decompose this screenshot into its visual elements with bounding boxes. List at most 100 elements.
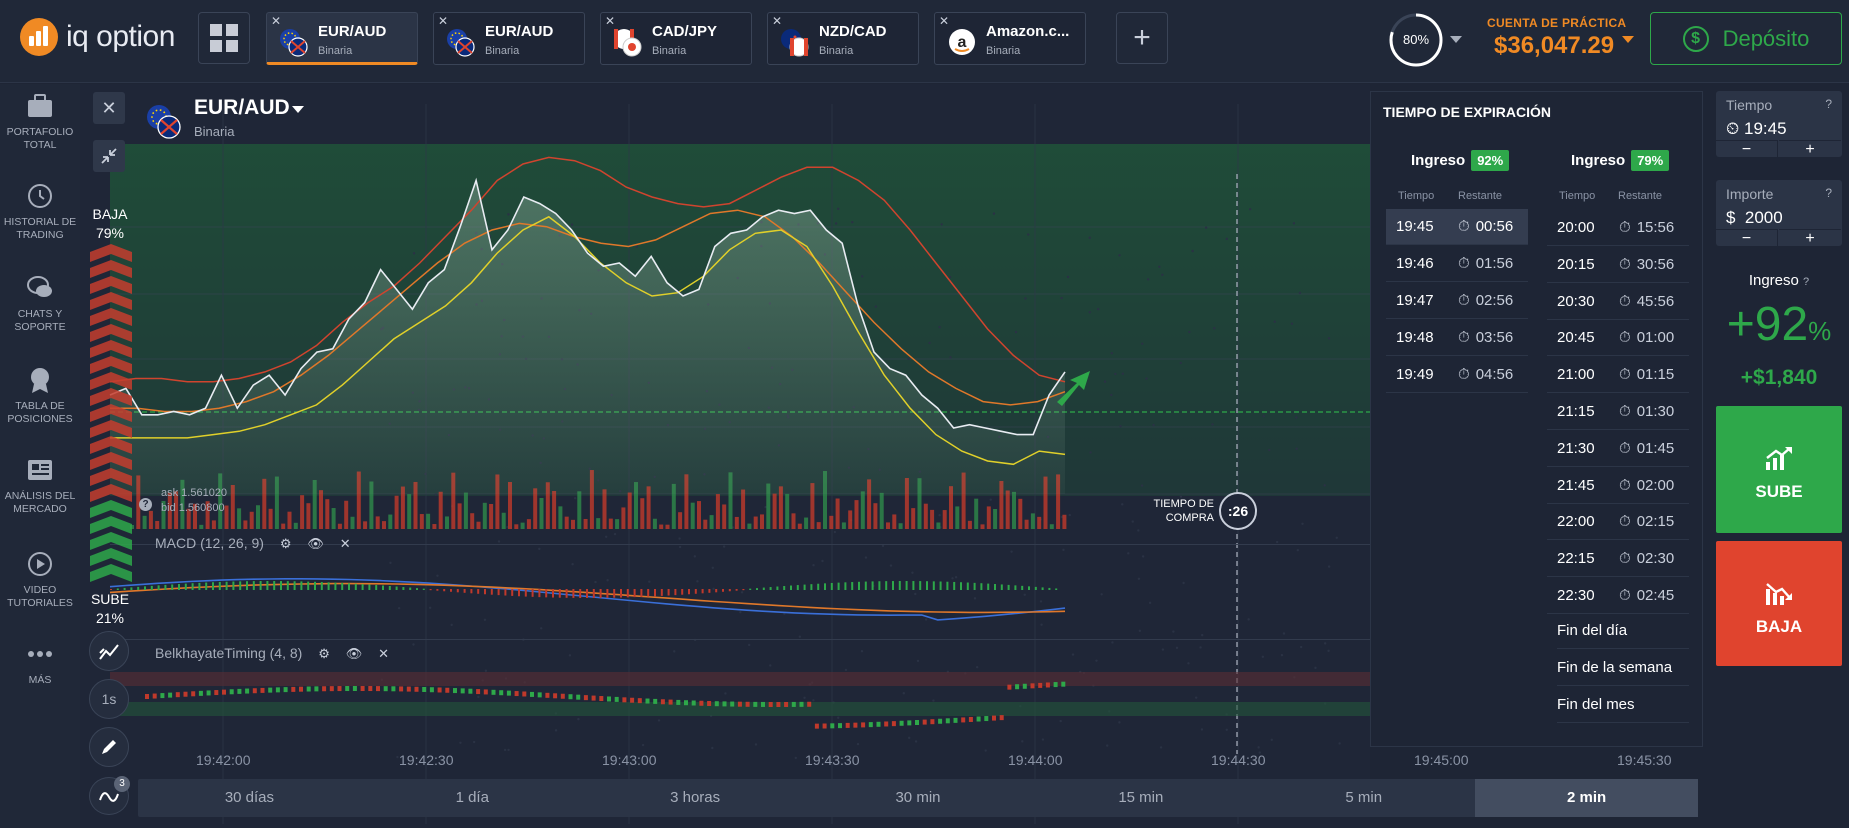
expiration-option[interactable]: 22:30 02:45 [1547, 578, 1689, 614]
expiration-option[interactable]: 22:15 02:30 [1547, 541, 1689, 577]
asset-tab-4[interactable]: ✕ NZD/CAD Binaria [767, 12, 919, 65]
expiration-option[interactable]: 21:45 02:00 [1547, 468, 1689, 504]
expiration-option[interactable]: 21:00 01:15 [1547, 357, 1689, 393]
close-icon[interactable]: ✕ [340, 536, 351, 552]
interval-button[interactable]: 1s [89, 679, 129, 719]
map-dot [837, 717, 839, 719]
amount-box[interactable]: Importe ? $ 2000 − + [1716, 180, 1842, 246]
map-dot [1024, 594, 1026, 596]
amount-input[interactable]: $ 2000 [1726, 208, 1783, 228]
expiration-option[interactable]: 19:45 00:56 [1386, 209, 1528, 245]
brand-logo[interactable]: iq option [20, 18, 175, 56]
account-type-label[interactable]: CUENTA DE PRÁCTICA [1487, 16, 1626, 30]
gear-icon[interactable]: ⚙ [280, 536, 292, 552]
chart-area[interactable] [80, 84, 1370, 828]
close-icon[interactable]: ✕ [378, 646, 389, 662]
volume-bar [420, 514, 424, 529]
timeframe-option[interactable]: 1 día [361, 779, 584, 817]
map-dot [835, 222, 837, 224]
expiration-option-period[interactable]: Fin del mes [1557, 687, 1689, 723]
asset-tab-3[interactable]: ✕ CAD/JPY Binaria [600, 12, 752, 65]
chevron-down-icon[interactable] [292, 106, 304, 113]
sidebar-item-history[interactable]: HISTORIAL DE TRADING [0, 182, 80, 242]
eye-icon[interactable]: 👁 [307, 536, 324, 552]
belkhayate-candle [515, 691, 519, 696]
volume-bar [325, 499, 329, 529]
purchase-time-label-line2: COMPRA [1150, 511, 1214, 525]
expiration-option[interactable]: 21:15 01:30 [1547, 394, 1689, 430]
expiration-option-period[interactable]: Fin de la semana [1557, 650, 1689, 686]
account-balance[interactable]: $36,047.29 [1494, 32, 1614, 60]
eye-icon[interactable]: 👁 [346, 646, 363, 662]
expiration-option[interactable]: 20:15 30:56 [1547, 247, 1689, 283]
timeframe-option[interactable]: 30 días [138, 779, 361, 817]
close-tab-icon[interactable]: ✕ [772, 14, 782, 28]
close-tab-icon[interactable]: ✕ [271, 14, 281, 28]
sidebar-item-leaderboard[interactable]: TABLA DE POSICIONES [0, 366, 80, 426]
map-dot [1106, 744, 1108, 746]
price-chart[interactable] [80, 84, 1370, 828]
macd-histogram-bar [634, 589, 636, 597]
expiration-option[interactable]: 19:46 01:56 [1386, 246, 1528, 282]
expiration-option[interactable]: 21:30 01:45 [1547, 431, 1689, 467]
timeframe-option[interactable]: 5 min [1252, 779, 1475, 817]
drawing-tools-button[interactable] [89, 727, 129, 767]
macd-histogram-bar [382, 586, 384, 590]
belkhayate-candle [1054, 682, 1058, 687]
asset-tab-2[interactable]: ✕ EUR/AUD Binaria [433, 12, 585, 65]
add-tab-button[interactable]: + [1116, 12, 1168, 64]
map-dot [574, 497, 576, 499]
volume-bar [1018, 499, 1022, 529]
put-button[interactable]: BAJA [1716, 541, 1842, 666]
expiration-option[interactable]: 22:00 02:15 [1547, 504, 1689, 540]
expiration-option[interactable]: 19:48 03:56 [1386, 320, 1528, 356]
close-tab-icon[interactable]: ✕ [939, 14, 949, 28]
expiration-option-period[interactable]: Fin del día [1557, 613, 1689, 649]
sentiment-up-pct: 21% [82, 609, 138, 628]
help-icon[interactable]: ? [1803, 276, 1809, 288]
minimize-chart-button[interactable] [93, 140, 125, 172]
gear-icon[interactable]: ⚙ [318, 646, 330, 662]
expiration-option[interactable]: 19:47 02:56 [1386, 283, 1528, 319]
asset-tab-5[interactable]: ✕ a Amazon.c... Binaria [934, 12, 1086, 65]
close-chart-button[interactable]: ✕ [93, 92, 125, 124]
expiration-option[interactable]: 19:49 04:56 [1386, 357, 1528, 393]
layout-grid-button[interactable] [198, 12, 250, 64]
time-box[interactable]: Tiempo ? ⏲ 19:45 − + [1716, 91, 1842, 157]
sidebar-item-chat[interactable]: CHATS Y SOPORTE [0, 274, 80, 334]
map-dot [917, 660, 919, 662]
close-tab-icon[interactable]: ✕ [605, 14, 615, 28]
asset-selector[interactable]: EUR/AUD [194, 96, 290, 120]
map-dot [837, 208, 839, 210]
time-decrease-button[interactable]: − [1716, 140, 1778, 157]
help-icon[interactable]: ? [1825, 186, 1832, 200]
chevron-down-icon[interactable] [1622, 36, 1634, 43]
volume-bar [155, 521, 159, 529]
deposit-label: Depósito [1723, 26, 1810, 52]
deposit-button[interactable]: $ Depósito [1650, 12, 1842, 65]
timeframe-option[interactable]: 3 horas [584, 779, 807, 817]
amount-increase-button[interactable]: + [1779, 229, 1841, 246]
call-button[interactable]: SUBE [1716, 406, 1842, 533]
help-icon[interactable]: ? [1825, 97, 1832, 111]
progress-ring[interactable]: 80% [1388, 12, 1444, 68]
sidebar-item-more[interactable]: MÁS [0, 640, 80, 687]
sidebar-item-video-tutorials[interactable]: VIDEO TUTORIALES [0, 550, 80, 610]
expiration-option[interactable]: 20:00 15:56 [1547, 210, 1689, 246]
expiration-option[interactable]: 20:30 45:56 [1547, 284, 1689, 320]
help-icon[interactable]: ? [139, 498, 152, 511]
sidebar-item-label: SOPORTE [14, 321, 65, 333]
expiration-option[interactable]: 20:45 01:00 [1547, 320, 1689, 356]
time-increase-button[interactable]: + [1779, 140, 1841, 157]
asset-tab-1[interactable]: ✕ EUR/AUD Binaria [266, 12, 418, 65]
timeframe-option[interactable]: 2 min [1475, 779, 1698, 817]
amount-decrease-button[interactable]: − [1716, 229, 1778, 246]
chevron-down-icon[interactable] [1450, 36, 1462, 43]
chart-type-button[interactable] [89, 631, 129, 671]
timeframe-option[interactable]: 15 min [1029, 779, 1252, 817]
close-tab-icon[interactable]: ✕ [438, 14, 448, 28]
timeframe-option[interactable]: 30 min [807, 779, 1030, 817]
macd-histogram-bar [566, 589, 568, 598]
sidebar-item-portfolio[interactable]: PORTAFOLIO TOTAL [0, 92, 80, 152]
sidebar-item-market-analysis[interactable]: ANÁLISIS DEL MERCADO [0, 456, 80, 516]
